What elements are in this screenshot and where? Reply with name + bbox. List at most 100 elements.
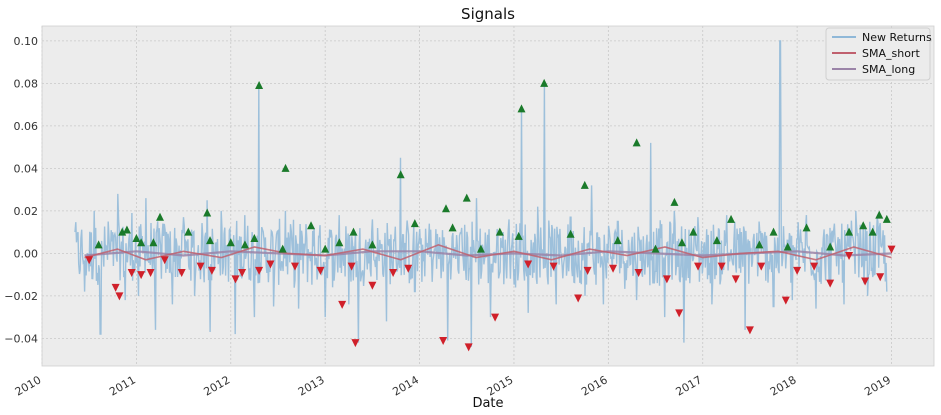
buy-signal-marker xyxy=(651,244,660,253)
sell-signal-marker xyxy=(255,266,264,275)
y-tick-label: 0.00 xyxy=(14,247,39,260)
legend-label-sma-long: SMA_long xyxy=(862,63,915,76)
buy-signal-marker xyxy=(632,138,641,147)
buy-signal-marker xyxy=(670,197,679,206)
legend-box xyxy=(825,27,931,81)
sell-signal-marker xyxy=(196,262,205,271)
sell-signal-marker xyxy=(238,269,247,277)
y-tick-label: 0.06 xyxy=(14,120,39,133)
sell-signal-marker xyxy=(583,266,592,275)
x-tick-label: 2016 xyxy=(579,373,610,398)
sell-signal-marker xyxy=(207,266,216,275)
buy-signal-marker xyxy=(580,180,589,189)
x-tick-label: 2011 xyxy=(107,373,138,398)
buy-signal-marker xyxy=(783,242,792,251)
x-tick-label: 2019 xyxy=(862,373,893,398)
y-tick-label: 0.10 xyxy=(14,35,39,48)
returns-series xyxy=(74,40,888,347)
sell-signal-marker xyxy=(574,294,583,303)
sell-signal-marker xyxy=(347,262,356,271)
chart-title: Signals xyxy=(461,5,515,23)
buy-signal-marker xyxy=(203,208,212,217)
buy-signal-marker xyxy=(149,238,158,247)
sell-signal-marker xyxy=(781,296,790,305)
buy-signal-marker xyxy=(396,170,405,179)
y-axis-ticks: −0.04 −0.02 0.00 0.02 0.04 0.06 0.08 0.10 xyxy=(4,35,38,346)
y-tick-label: 0.04 xyxy=(14,162,39,175)
buy-signal-marker xyxy=(206,236,215,245)
sell-signal-marker xyxy=(266,260,275,269)
x-axis-ticks: 2010 2011 2012 2013 2014 2015 2016 2017 2018 2019 xyxy=(13,373,893,398)
sell-signal-marker xyxy=(634,269,643,277)
buy-signal-marker xyxy=(540,78,549,87)
buy-signal-marker xyxy=(441,204,450,213)
sell-signal-marker xyxy=(675,309,684,318)
sell-signal-marker xyxy=(316,266,325,275)
buy-signal-marker xyxy=(689,227,698,236)
sell-signal-marker xyxy=(85,256,94,265)
legend: New Returns SMA_short SMA_long xyxy=(825,27,932,81)
y-tick-label: −0.04 xyxy=(4,332,38,345)
buy-signal-marker xyxy=(712,236,721,245)
buy-signal-marker xyxy=(349,227,358,236)
buy-signal-marker xyxy=(137,238,146,247)
signal-markers xyxy=(41,25,935,367)
buy-signal-marker xyxy=(155,212,164,221)
buy-signal-marker xyxy=(882,214,891,223)
sell-signal-marker xyxy=(876,273,885,282)
buy-signal-marker xyxy=(727,214,736,223)
sell-signal-marker xyxy=(609,264,618,273)
buy-signal-marker xyxy=(514,231,523,240)
y-tick-label: −0.02 xyxy=(4,290,38,303)
buy-signal-marker xyxy=(495,227,504,236)
sell-signal-marker xyxy=(845,252,854,260)
x-axis-label: Date xyxy=(472,396,503,411)
x-tick-label: 2013 xyxy=(296,373,327,398)
sell-signal-marker xyxy=(111,283,120,292)
x-tick-label: 2010 xyxy=(13,373,44,398)
x-tick-label: 2014 xyxy=(390,373,421,398)
buy-signal-marker xyxy=(566,229,575,238)
buy-signal-marker xyxy=(307,221,316,230)
sell-signal-marker xyxy=(549,262,558,271)
buy-signal-marker xyxy=(240,240,249,249)
buy-signal-marker xyxy=(755,240,764,249)
buy-signal-marker xyxy=(769,227,778,236)
sell-signal-marker xyxy=(231,275,240,284)
x-tick-label: 2015 xyxy=(485,373,516,398)
buy-signal-marker xyxy=(250,234,259,242)
buy-signal-marker xyxy=(281,163,290,172)
sell-signal-marker xyxy=(404,264,413,273)
buy-signal-marker xyxy=(255,81,264,89)
sell-signal-marker xyxy=(745,326,754,335)
buy-signal-marker xyxy=(462,193,471,202)
sell-signal-marker xyxy=(368,281,377,290)
sell-signal-marker xyxy=(662,275,671,284)
sell-signal-marker xyxy=(757,262,766,271)
sell-signal-marker xyxy=(439,337,448,345)
returns-line xyxy=(74,40,888,347)
buy-signal-marker xyxy=(184,227,193,236)
sell-signal-marker xyxy=(338,300,347,309)
sell-signal-marker xyxy=(290,262,299,271)
buy-signal-marker xyxy=(875,210,884,219)
sell-signal-marker xyxy=(146,269,155,277)
sma-short-line xyxy=(84,244,892,261)
sell-signal-marker xyxy=(524,260,533,269)
sell-signal-marker xyxy=(826,279,835,288)
sell-signal-marker xyxy=(887,245,896,254)
buy-signal-marker xyxy=(845,227,854,236)
x-tick-label: 2017 xyxy=(673,373,704,398)
buy-signal-marker xyxy=(826,242,835,251)
plot-background xyxy=(42,26,934,366)
buy-signal-marker xyxy=(476,244,485,253)
buy-signal-marker xyxy=(335,238,344,247)
sell-signal-marker xyxy=(861,277,870,286)
buy-signal-marker xyxy=(132,234,141,242)
buy-signal-marker xyxy=(122,225,131,234)
sell-signal-marker xyxy=(810,262,819,271)
buy-signal-marker xyxy=(677,238,686,247)
sell-signal-marker xyxy=(464,343,473,352)
y-tick-label: 0.02 xyxy=(14,205,39,218)
